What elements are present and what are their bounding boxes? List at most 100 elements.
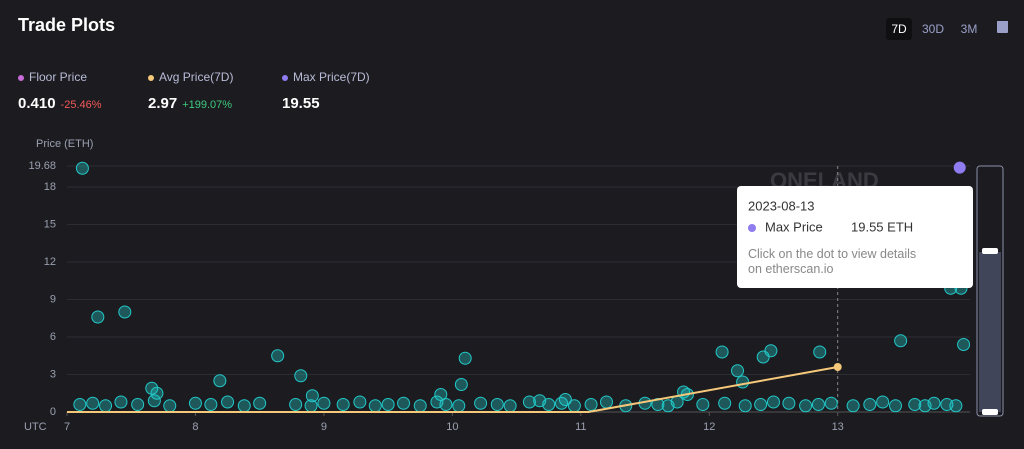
y-tick-label: 9: [50, 293, 56, 305]
stat-value: 0.410: [18, 95, 56, 112]
trade-point: [131, 398, 145, 411]
stat-label: Floor Price: [29, 70, 87, 84]
trade-point: [782, 396, 796, 410]
trade-point: [294, 369, 308, 383]
panel-title: Trade Plots: [18, 15, 115, 35]
y-tick-label: 18: [44, 181, 56, 193]
legend-dot: [282, 75, 288, 81]
x-tick-label: 10: [446, 421, 458, 433]
trade-point: [150, 386, 164, 400]
range-selected-bg: [886, 18, 912, 40]
trade-point: [696, 398, 710, 411]
tooltip-value: 19.55 ETH: [851, 219, 913, 234]
trade-point: [381, 398, 395, 411]
trade-point: [305, 389, 319, 403]
stat-change: -25.46%: [61, 99, 102, 111]
trade-point: [811, 398, 825, 411]
legend-dot: [148, 75, 154, 81]
trade-point: [118, 305, 132, 319]
trade-point: [949, 399, 963, 413]
tooltip-name: Max Price: [765, 219, 823, 234]
trade-point: [766, 395, 780, 409]
tooltip-date: 2023-08-13: [748, 198, 815, 213]
trade-point: [474, 396, 488, 410]
trade-point: [584, 398, 598, 411]
trade-point: [237, 399, 251, 413]
trade-point: [86, 396, 100, 410]
trade-point: [927, 396, 941, 410]
trade-point: [894, 334, 908, 348]
y-tick-label: 6: [50, 331, 56, 343]
trade-point: [599, 395, 613, 409]
trade-point: [73, 398, 87, 411]
trade-point: [317, 396, 331, 410]
trade-point: [764, 344, 778, 358]
trade-point: [353, 395, 367, 409]
stat-value: 2.97: [148, 95, 177, 112]
trade-point: [715, 345, 729, 359]
trade-point: [490, 398, 504, 411]
trade-point: [738, 399, 752, 413]
x-tick-label: 9: [321, 421, 327, 433]
range-button[interactable]: 3M: [961, 22, 978, 36]
trade-point: [145, 381, 159, 395]
trade-point: [799, 399, 813, 413]
trade-point: [289, 398, 303, 411]
tooltip-box: [737, 186, 973, 288]
trade-point: [99, 399, 113, 413]
calendar-button[interactable]: [997, 21, 1008, 33]
x-tick-label: 13: [832, 421, 844, 433]
avg-price-line: [67, 366, 838, 413]
x-axis-title: UTC: [24, 421, 47, 433]
trade-point: [213, 374, 227, 388]
trade-point: [271, 349, 285, 363]
trade-point: [91, 310, 105, 324]
trade-point: [458, 351, 472, 365]
range-button[interactable]: 7D: [891, 22, 907, 36]
trade-point: [253, 396, 267, 410]
trade-point: [567, 399, 581, 413]
x-tick-label: 8: [192, 421, 198, 433]
trade-point: [204, 398, 218, 411]
trade-point: [754, 398, 768, 411]
trade-point: [908, 398, 922, 411]
y-tick-label: 19.68: [28, 160, 56, 172]
stat-change: +199.07%: [182, 99, 232, 111]
trade-point: [452, 399, 466, 413]
trade-point: [397, 396, 411, 410]
x-tick-label: 7: [64, 421, 70, 433]
x-tick-label: 11: [575, 421, 586, 433]
trade-point: [736, 375, 750, 389]
trade-point: [368, 399, 382, 413]
max-price-point[interactable]: [953, 161, 966, 174]
range-scrollbar[interactable]: [976, 165, 1004, 417]
x-tick-label: 12: [703, 421, 715, 433]
trade-point: [439, 398, 453, 411]
trade-point: [163, 399, 177, 413]
tooltip-note: Click on the dot to view details on ether…: [748, 247, 916, 276]
trade-point: [876, 395, 890, 409]
trade-point: [542, 398, 556, 411]
trade-point: [731, 364, 745, 378]
trade-point: [75, 161, 89, 175]
trade-point: [670, 395, 684, 409]
trade-point: [503, 399, 517, 413]
tooltip-dot: [748, 224, 756, 232]
trade-point: [813, 345, 827, 359]
trade-point: [188, 396, 202, 410]
trade-point: [558, 393, 572, 406]
trade-point: [555, 396, 569, 410]
trade-point: [114, 395, 128, 409]
trade-point: [824, 396, 838, 410]
trade-point: [863, 398, 877, 411]
avg-price-end: [833, 363, 842, 371]
trade-point: [718, 396, 732, 410]
y-tick-label: 0: [50, 406, 56, 418]
trade-point: [413, 399, 427, 413]
trade-point: [846, 399, 860, 413]
y-tick-label: 3: [50, 368, 56, 380]
trade-point: [304, 399, 318, 413]
y-tick-label: 15: [44, 218, 56, 230]
range-button[interactable]: 30D: [922, 22, 944, 36]
